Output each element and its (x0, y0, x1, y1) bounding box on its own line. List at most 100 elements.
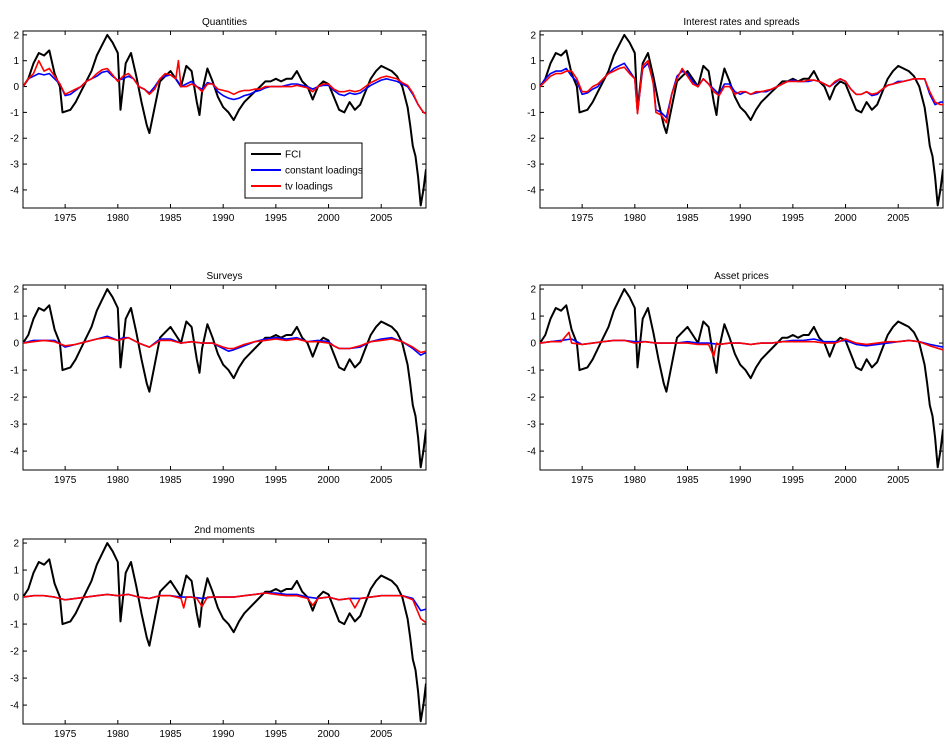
legend-label: FCI (285, 150, 301, 161)
y-tick-label: -2 (527, 134, 536, 145)
plot-area (22, 284, 427, 471)
x-tick-label: 1990 (212, 213, 235, 224)
panel-title: 2nd moments (194, 525, 255, 536)
legend: FCI constant loadings tv loadings (244, 142, 363, 199)
y-tick-label: 2 (530, 30, 536, 41)
y-tick-label: 1 (13, 312, 19, 323)
series-line-fci (540, 33, 943, 207)
y-tick-label: 2 (13, 539, 19, 550)
x-tick-label: 1995 (265, 729, 288, 740)
panel-2: Interest rates and spreads 1975 1980 1985 19… (527, 17, 944, 224)
legend-box (244, 142, 363, 199)
x-tick-label: 1995 (782, 213, 805, 224)
x-tick-label: 1975 (571, 475, 594, 486)
x-tick-label: 2005 (887, 213, 910, 224)
panel-5: 2nd moments 1975 1980 1985 1990 1995 2000 2005 2… (10, 525, 427, 740)
y-tick-label: -3 (10, 420, 19, 431)
x-tick-label: 2000 (317, 213, 340, 224)
x-tick-label: 1990 (212, 729, 235, 740)
legend-label: tv loadings (285, 182, 333, 193)
series-line-fci (23, 542, 426, 723)
x-tick-label: 1990 (212, 475, 235, 486)
x-tick-label: 2000 (834, 213, 857, 224)
y-tick-label: -1 (527, 108, 536, 119)
x-tick-label: 2005 (887, 475, 910, 486)
plot-area (22, 538, 427, 725)
y-tick-label: -2 (10, 647, 19, 658)
y-tick-label: -3 (527, 420, 536, 431)
x-tick-label: 1985 (159, 213, 182, 224)
x-tick-label: 1985 (159, 475, 182, 486)
x-tick-label: 1975 (54, 475, 77, 486)
y-tick-label: -3 (527, 160, 536, 171)
y-tick-label: 2 (13, 30, 19, 41)
y-tick-label: 0 (13, 82, 19, 93)
x-tick-label: 1995 (265, 213, 288, 224)
series-line-tv-loadings (540, 59, 943, 124)
y-tick-label: -3 (10, 160, 19, 171)
y-tick-label: 0 (530, 82, 536, 93)
x-tick-label: 1980 (107, 729, 130, 740)
series-group (540, 33, 943, 207)
y-tick-label: 1 (530, 56, 536, 67)
plot-area (539, 284, 944, 471)
series-group (540, 288, 943, 469)
y-tick-label: 2 (530, 285, 536, 296)
x-tick-label: 1990 (729, 213, 752, 224)
panel-title: Surveys (206, 271, 242, 282)
series-line-fci (23, 288, 426, 469)
y-tick-label: 1 (13, 56, 19, 67)
y-tick-label: -4 (527, 447, 536, 458)
y-tick-label: -1 (10, 620, 19, 631)
series-group (23, 288, 426, 469)
x-tick-label: 1980 (624, 475, 647, 486)
series-line-fci (23, 33, 426, 207)
x-tick-label: 2005 (370, 213, 393, 224)
panel-1: Quantities 1975 1980 1985 1990 1995 2000 2005 2 1… (10, 17, 427, 224)
x-tick-label: 1975 (54, 213, 77, 224)
x-tick-label: 1980 (624, 213, 647, 224)
y-tick-label: -1 (527, 366, 536, 377)
series-line-tv-loadings (23, 59, 426, 115)
panel-title: Quantities (202, 17, 247, 28)
plot-area (539, 30, 944, 209)
series-line-tv-loadings (23, 592, 426, 624)
series-line-fci (540, 288, 943, 469)
x-tick-label: 1995 (782, 475, 805, 486)
y-tick-label: 0 (13, 339, 19, 350)
y-tick-label: 1 (13, 566, 19, 577)
x-tick-label: 1975 (571, 213, 594, 224)
y-tick-label: 0 (13, 593, 19, 604)
x-tick-label: 1980 (107, 475, 130, 486)
y-tick-label: -2 (527, 393, 536, 404)
y-tick-label: -4 (527, 185, 536, 196)
y-tick-label: -1 (10, 108, 19, 119)
y-tick-label: -4 (10, 447, 19, 458)
panel-title: Interest rates and spreads (683, 17, 799, 28)
panel-title: Asset prices (714, 271, 768, 282)
plot-area (22, 30, 427, 209)
y-tick-label: 0 (530, 339, 536, 350)
y-tick-label: -3 (10, 674, 19, 685)
x-tick-label: 1980 (107, 213, 130, 224)
x-tick-label: 1975 (54, 729, 77, 740)
x-tick-label: 1995 (265, 475, 288, 486)
panel-3: Surveys 1975 1980 1985 1990 1995 2000 2005 2 1 0 -1… (10, 271, 427, 486)
y-tick-label: -1 (10, 366, 19, 377)
x-tick-label: 2005 (370, 729, 393, 740)
panel-4: Asset prices 1975 1980 1985 1990 1995 2000 2005… (527, 271, 944, 486)
x-tick-label: 1990 (729, 475, 752, 486)
x-tick-label: 1985 (676, 475, 699, 486)
y-tick-label: -2 (10, 134, 19, 145)
y-tick-label: -2 (10, 393, 19, 404)
series-group (23, 33, 426, 207)
x-tick-label: 2000 (317, 475, 340, 486)
y-tick-label: 1 (530, 312, 536, 323)
series-line-tv-loadings (23, 336, 426, 354)
x-tick-label: 1985 (676, 213, 699, 224)
x-tick-label: 2005 (370, 475, 393, 486)
y-tick-label: 2 (13, 285, 19, 296)
y-tick-label: -4 (10, 701, 19, 712)
x-tick-label: 2000 (317, 729, 340, 740)
